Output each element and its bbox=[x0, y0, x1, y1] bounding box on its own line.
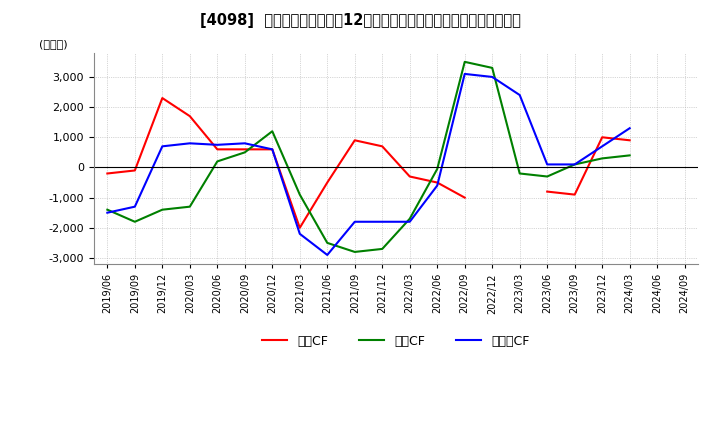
営業CF bbox=[103, 171, 112, 176]
フリーCF bbox=[570, 162, 579, 167]
フリーCF bbox=[460, 71, 469, 77]
Line: 投資CF: 投資CF bbox=[107, 62, 630, 252]
Text: [4098]  キャッシュフローの12か月移動合計の対前年同期増減額の推移: [4098] キャッシュフローの12か月移動合計の対前年同期増減額の推移 bbox=[199, 13, 521, 28]
フリーCF bbox=[405, 219, 414, 224]
投資CF bbox=[213, 159, 222, 164]
投資CF bbox=[543, 174, 552, 179]
投資CF bbox=[323, 240, 332, 246]
営業CF bbox=[295, 225, 304, 231]
投資CF bbox=[378, 246, 387, 252]
Line: 営業CF: 営業CF bbox=[107, 98, 630, 228]
投資CF bbox=[158, 207, 166, 213]
投資CF bbox=[103, 207, 112, 213]
投資CF bbox=[433, 166, 441, 172]
営業CF bbox=[351, 138, 359, 143]
投資CF bbox=[516, 171, 524, 176]
営業CF bbox=[130, 168, 139, 173]
営業CF bbox=[433, 180, 441, 185]
投資CF bbox=[351, 249, 359, 255]
投資CF bbox=[488, 65, 497, 70]
営業CF bbox=[213, 147, 222, 152]
フリーCF bbox=[186, 141, 194, 146]
営業CF bbox=[240, 147, 249, 152]
Text: (百万円): (百万円) bbox=[39, 39, 68, 48]
営業CF bbox=[323, 180, 332, 185]
フリーCF bbox=[598, 144, 606, 149]
営業CF bbox=[460, 195, 469, 200]
フリーCF bbox=[488, 74, 497, 80]
フリーCF bbox=[130, 204, 139, 209]
投資CF bbox=[240, 150, 249, 155]
フリーCF bbox=[213, 142, 222, 147]
営業CF bbox=[186, 114, 194, 119]
営業CF bbox=[626, 138, 634, 143]
フリーCF bbox=[626, 125, 634, 131]
フリーCF bbox=[516, 92, 524, 98]
Line: フリーCF: フリーCF bbox=[107, 74, 630, 255]
投資CF bbox=[295, 192, 304, 197]
投資CF bbox=[598, 156, 606, 161]
投資CF bbox=[130, 219, 139, 224]
フリーCF bbox=[543, 162, 552, 167]
投資CF bbox=[626, 153, 634, 158]
投資CF bbox=[460, 59, 469, 65]
営業CF bbox=[598, 135, 606, 140]
営業CF bbox=[405, 174, 414, 179]
営業CF bbox=[543, 189, 552, 194]
フリーCF bbox=[240, 141, 249, 146]
営業CF bbox=[378, 144, 387, 149]
Legend: 営業CF, 投資CF, フリーCF: 営業CF, 投資CF, フリーCF bbox=[257, 330, 535, 353]
営業CF bbox=[268, 147, 276, 152]
フリーCF bbox=[103, 210, 112, 215]
営業CF bbox=[570, 192, 579, 197]
フリーCF bbox=[268, 147, 276, 152]
フリーCF bbox=[323, 252, 332, 257]
フリーCF bbox=[433, 183, 441, 188]
フリーCF bbox=[295, 231, 304, 236]
投資CF bbox=[268, 128, 276, 134]
投資CF bbox=[186, 204, 194, 209]
フリーCF bbox=[158, 144, 166, 149]
営業CF bbox=[158, 95, 166, 101]
投資CF bbox=[405, 216, 414, 221]
フリーCF bbox=[378, 219, 387, 224]
投資CF bbox=[570, 162, 579, 167]
フリーCF bbox=[351, 219, 359, 224]
